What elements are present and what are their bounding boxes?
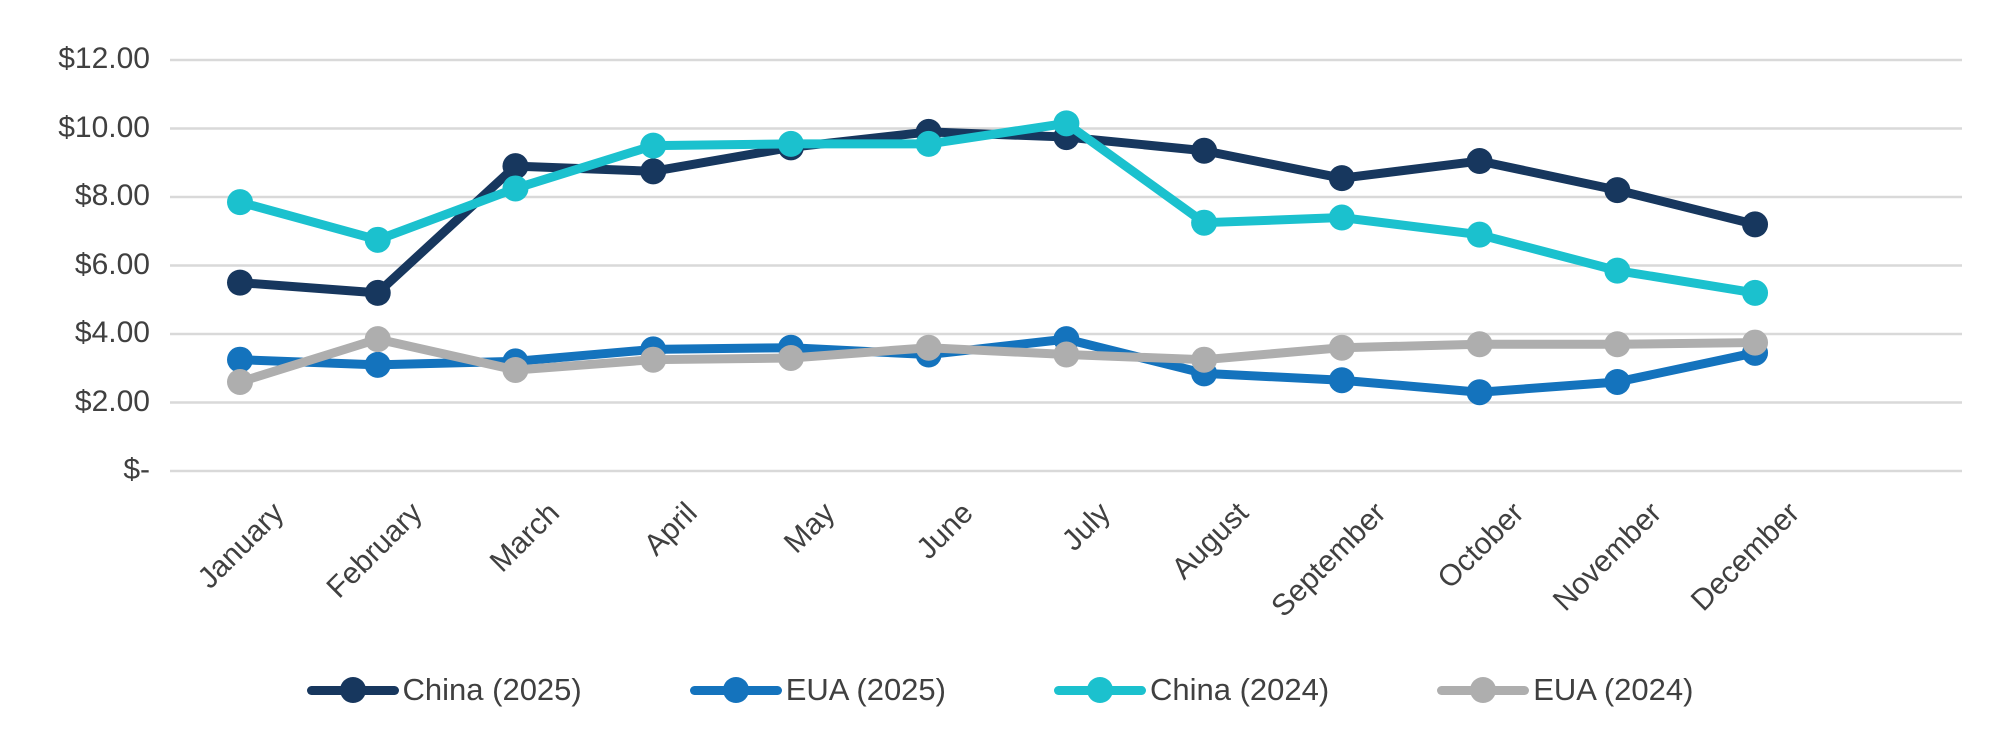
data-point-china-2025-october bbox=[1466, 148, 1493, 175]
y-axis-tick-label: $10.00 bbox=[58, 110, 150, 144]
data-point-eua-2025-february bbox=[364, 351, 391, 378]
data-point-china-2025-february bbox=[364, 279, 391, 306]
series-eua-2024 bbox=[227, 326, 1769, 395]
legend-label: EUA (2024) bbox=[1533, 672, 1694, 707]
data-point-eua-2024-september bbox=[1328, 334, 1355, 361]
legend-marker-icon bbox=[1437, 675, 1530, 705]
data-point-china-2024-february bbox=[364, 226, 391, 253]
data-point-eua-2024-october bbox=[1466, 331, 1493, 358]
data-point-china-2024-december bbox=[1742, 279, 1769, 306]
legend-marker-icon bbox=[689, 675, 782, 705]
legend-dot-icon bbox=[1470, 677, 1497, 703]
y-axis-tick-label: $2.00 bbox=[74, 384, 150, 418]
legend-label: China (2025) bbox=[402, 672, 582, 707]
data-point-eua-2024-july bbox=[1053, 341, 1080, 368]
series-china-2024 bbox=[227, 110, 1769, 306]
series-line-china-2024 bbox=[235, 118, 1760, 298]
legend-marker-icon bbox=[1054, 675, 1146, 705]
y-axis-tick-label: $8.00 bbox=[74, 179, 150, 212]
legend-item-eua-2024: EUA (2024) bbox=[1437, 672, 1693, 708]
data-point-eua-2025-october bbox=[1466, 379, 1493, 406]
data-point-china-2025-august bbox=[1191, 137, 1218, 164]
data-point-china-2025-january bbox=[227, 269, 253, 296]
legend-dot-icon bbox=[722, 677, 749, 703]
y-axis-tick-label: $12.00 bbox=[58, 42, 150, 75]
data-point-eua-2024-november bbox=[1604, 331, 1631, 358]
data-point-china-2024-august bbox=[1191, 209, 1218, 236]
data-point-china-2024-january bbox=[227, 189, 253, 216]
data-point-eua-2024-june bbox=[915, 334, 942, 361]
data-point-eua-2024-may bbox=[777, 344, 804, 371]
y-axis-tick-label: $- bbox=[123, 453, 150, 486]
data-point-eua-2025-january bbox=[227, 346, 253, 373]
series-line-eua-2024 bbox=[235, 334, 1760, 387]
legend-dot-icon bbox=[1087, 677, 1113, 703]
data-point-eua-2024-february bbox=[364, 326, 391, 353]
data-point-eua-2025-september bbox=[1328, 367, 1355, 394]
data-point-china-2024-september bbox=[1328, 204, 1355, 231]
data-point-eua-2024-march bbox=[502, 356, 529, 383]
data-point-china-2024-october bbox=[1466, 221, 1493, 248]
legend-marker-icon bbox=[306, 675, 399, 705]
series-eua-2025 bbox=[227, 326, 1769, 406]
y-axis-tick-label: $4.00 bbox=[74, 316, 150, 349]
data-point-china-2024-july bbox=[1053, 110, 1080, 137]
data-point-china-2025-april bbox=[640, 158, 667, 185]
data-point-china-2025-september bbox=[1328, 165, 1355, 192]
data-point-eua-2024-april bbox=[640, 346, 667, 373]
data-point-eua-2024-january bbox=[227, 368, 253, 395]
data-point-eua-2024-august bbox=[1191, 346, 1218, 373]
legend-label: EUA (2025) bbox=[785, 672, 946, 707]
legend-label: China (2024) bbox=[1150, 672, 1330, 707]
data-point-china-2024-november bbox=[1604, 257, 1631, 284]
data-point-china-2025-march bbox=[502, 153, 529, 180]
data-point-eua-2025-november bbox=[1604, 368, 1631, 395]
legend: China (2025) EUA (2025) China (2024) EUA (2… bbox=[0, 672, 2000, 708]
legend-dot-icon bbox=[339, 677, 366, 703]
y-axis-tick-label: $6.00 bbox=[74, 247, 150, 281]
data-point-china-2024-may bbox=[777, 130, 804, 157]
data-point-china-2024-april bbox=[640, 132, 667, 159]
data-point-china-2024-march bbox=[502, 175, 529, 202]
data-point-china-2025-december bbox=[1742, 211, 1769, 238]
series-line-china-2025 bbox=[235, 127, 1760, 298]
legend-item-china-2024: China (2024) bbox=[1054, 672, 1329, 708]
legend-item-china-2025: China (2025) bbox=[306, 672, 582, 708]
data-point-eua-2024-december bbox=[1742, 329, 1769, 356]
data-point-china-2024-june bbox=[915, 130, 942, 157]
data-point-china-2025-november bbox=[1604, 177, 1631, 204]
legend-item-eua-2025: EUA (2025) bbox=[689, 672, 946, 708]
